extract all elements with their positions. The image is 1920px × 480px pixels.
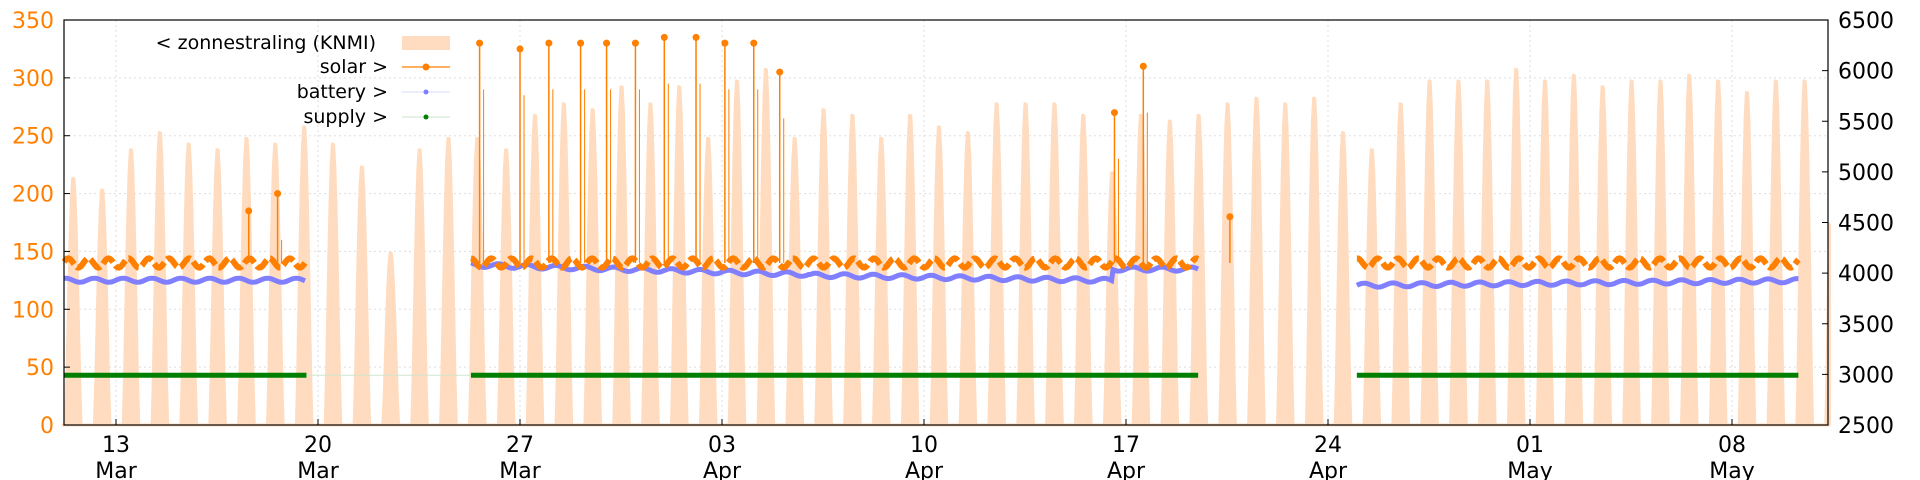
x-tick-day-label: 10 [910,433,938,458]
y-right-tick-label: 5000 [1838,161,1894,186]
y-right-tick-label: 4500 [1838,212,1894,237]
y-left-tick-label: 150 [12,240,54,265]
left-axis: 0 50 100 150 200 250 300 350 [12,9,70,439]
solar-baseline [61,255,308,271]
x-tick-month-label: May [1507,459,1552,480]
y-left-tick-label: 300 [12,67,54,92]
solar-peak-point [692,33,700,41]
x-tick-day-label: 08 [1718,433,1746,458]
x-tick-day-label: 17 [1112,433,1140,458]
legend-label-solar: solar > [320,56,388,78]
y-right-tick-label: 3000 [1838,363,1894,388]
solar-peak-point [603,39,611,47]
y-right-tick-label: 6000 [1838,60,1894,85]
solar-peak-point [1139,62,1147,70]
solar-peak-point [245,207,253,215]
legend-label-battery: battery > [297,81,388,103]
x-tick-month-label: Mar [499,459,541,480]
solar-peak-point [476,39,484,47]
y-left-tick-label: 200 [12,183,54,208]
y-left-tick-label: 350 [12,9,54,34]
x-tick-day-label: 13 [102,433,130,458]
solar-peak-point [721,39,729,47]
solar-peak-point [750,39,758,47]
legend-marker-solar [422,63,430,71]
y-left-tick-label: 50 [26,356,54,381]
solar-peak-point [274,190,282,198]
solar-peak-point [1226,213,1234,221]
battery-line [1355,276,1799,290]
y-left-tick-label: 0 [40,414,54,439]
x-tick-day-label: 24 [1314,433,1342,458]
y-left-tick-label: 250 [12,125,54,150]
legend-swatch-zonnestraling [402,36,450,50]
x-tick-month-label: Apr [703,459,742,480]
legend-label-zonnestraling: < zonnestraling (KNMI) [156,32,376,54]
x-tick-month-label: May [1709,459,1754,480]
x-tick-day-label: 03 [708,433,736,458]
solar-peak-point [516,45,524,53]
solar-peak-point [577,39,585,47]
solar-peak-point [1110,109,1118,117]
x-tick-month-label: Mar [95,459,137,480]
solar-peak-point [545,39,553,47]
y-right-tick-label: 5500 [1838,110,1894,135]
battery-series [63,260,1799,290]
solar-series [61,33,1801,271]
legend-label-supply: supply > [303,106,388,128]
x-tick-month-label: Apr [1107,459,1146,480]
solar-baseline [1356,255,1801,271]
battery-line [470,260,1200,285]
solar-peak-point [631,39,639,47]
y-right-tick-label: 3500 [1838,313,1894,338]
legend: < zonnestraling (KNMI) solar > battery >… [156,32,450,128]
y-right-tick-label: 2500 [1838,414,1894,439]
right-axis: 2500 3000 3500 4000 4500 5000 5500 6000 6500 [1822,9,1894,439]
x-tick-day-label: 01 [1516,433,1544,458]
battery-line [63,275,306,285]
x-tick-month-label: Apr [905,459,944,480]
legend-marker-battery [423,89,429,95]
x-tick-month-label: Mar [297,459,339,480]
x-tick-day-label: 20 [304,433,332,458]
solar-baseline [470,255,1200,271]
x-tick-day-label: 27 [506,433,534,458]
y-right-tick-label: 6500 [1838,9,1894,34]
x-tick-month-label: Apr [1309,459,1348,480]
y-left-tick-label: 100 [12,298,54,323]
solar-peak-point [776,68,784,76]
solar-peak-point [660,33,668,41]
x-axis: 13Mar20Mar27Mar03Apr10Apr17Apr24Apr01May… [95,419,1755,480]
legend-marker-supply [423,114,429,120]
y-right-tick-label: 4000 [1838,262,1894,287]
